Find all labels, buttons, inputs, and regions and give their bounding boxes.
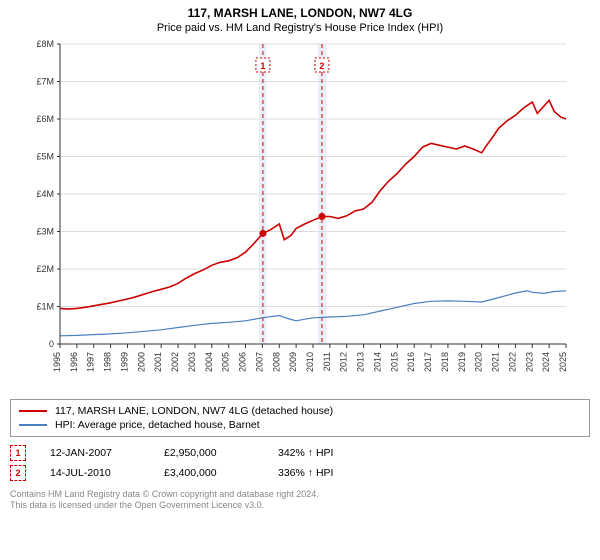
legend-swatch <box>19 424 47 426</box>
svg-text:2016: 2016 <box>406 352 416 372</box>
subtitle: Price paid vs. HM Land Registry's House … <box>10 22 590 34</box>
svg-text:2004: 2004 <box>204 352 214 372</box>
svg-text:2018: 2018 <box>440 352 450 372</box>
svg-text:£4M: £4M <box>36 189 54 199</box>
svg-text:2010: 2010 <box>305 352 315 372</box>
svg-text:2019: 2019 <box>457 352 467 372</box>
svg-text:£3M: £3M <box>36 227 54 237</box>
legend: 117, MARSH LANE, LONDON, NW7 4LG (detach… <box>10 399 590 437</box>
svg-text:2020: 2020 <box>474 352 484 372</box>
footer-line: This data is licensed under the Open Gov… <box>10 500 590 511</box>
sale-delta: 342% ↑ HPI <box>278 447 388 459</box>
svg-text:2024: 2024 <box>541 352 551 372</box>
footer: Contains HM Land Registry data © Crown c… <box>10 489 590 512</box>
svg-text:£5M: £5M <box>36 152 54 162</box>
sale-date: 14-JUL-2010 <box>50 467 140 479</box>
svg-text:£6M: £6M <box>36 114 54 124</box>
sale-price: £3,400,000 <box>164 467 254 479</box>
svg-text:2008: 2008 <box>271 352 281 372</box>
svg-text:£7M: £7M <box>36 77 54 87</box>
svg-text:0: 0 <box>49 339 54 349</box>
sales-table: 1 12-JAN-2007 £2,950,000 342% ↑ HPI 2 14… <box>10 443 590 483</box>
svg-text:2006: 2006 <box>238 352 248 372</box>
svg-text:2025: 2025 <box>558 352 568 372</box>
legend-label: 117, MARSH LANE, LONDON, NW7 4LG (detach… <box>55 405 333 417</box>
svg-text:2009: 2009 <box>288 352 298 372</box>
svg-text:1999: 1999 <box>119 352 129 372</box>
svg-text:1998: 1998 <box>103 352 113 372</box>
sales-row: 1 12-JAN-2007 £2,950,000 342% ↑ HPI <box>10 443 590 463</box>
footer-line: Contains HM Land Registry data © Crown c… <box>10 489 590 500</box>
legend-label: HPI: Average price, detached house, Barn… <box>55 419 260 431</box>
svg-text:2000: 2000 <box>136 352 146 372</box>
svg-text:2002: 2002 <box>170 352 180 372</box>
legend-row: 117, MARSH LANE, LONDON, NW7 4LG (detach… <box>19 404 581 418</box>
svg-text:2013: 2013 <box>356 352 366 372</box>
svg-text:2001: 2001 <box>153 352 163 372</box>
legend-row: HPI: Average price, detached house, Barn… <box>19 418 581 432</box>
chart: 0 £1M £2M £3M £4M £5M £6M £7M £8M 1995 1996 1997 199… <box>10 38 590 393</box>
svg-text:1997: 1997 <box>86 352 96 372</box>
svg-text:2012: 2012 <box>339 352 349 372</box>
svg-text:2014: 2014 <box>372 352 382 372</box>
svg-text:2022: 2022 <box>507 352 517 372</box>
titles: 117, MARSH LANE, LONDON, NW7 4LG Price p… <box>10 6 590 34</box>
svg-text:2005: 2005 <box>221 352 231 372</box>
sale-date: 12-JAN-2007 <box>50 447 140 459</box>
svg-text:1996: 1996 <box>69 352 79 372</box>
sale-price: £2,950,000 <box>164 447 254 459</box>
sale-badge: 2 <box>10 465 26 481</box>
sale-delta: 336% ↑ HPI <box>278 467 388 479</box>
svg-text:2017: 2017 <box>423 352 433 372</box>
chart-container: 117, MARSH LANE, LONDON, NW7 4LG Price p… <box>0 0 600 560</box>
svg-text:2003: 2003 <box>187 352 197 372</box>
svg-text:2007: 2007 <box>254 352 264 372</box>
svg-text:2015: 2015 <box>389 352 399 372</box>
svg-text:1: 1 <box>260 61 265 71</box>
svg-text:2021: 2021 <box>491 352 501 372</box>
svg-text:2023: 2023 <box>524 352 534 372</box>
legend-swatch <box>19 410 47 412</box>
svg-text:£1M: £1M <box>36 302 54 312</box>
svg-text:2011: 2011 <box>322 352 332 371</box>
chart-svg: 0 £1M £2M £3M £4M £5M £6M £7M £8M 1995 1996 1997 199… <box>10 38 570 388</box>
svg-text:£2M: £2M <box>36 264 54 274</box>
main-title: 117, MARSH LANE, LONDON, NW7 4LG <box>10 6 590 20</box>
sales-row: 2 14-JUL-2010 £3,400,000 336% ↑ HPI <box>10 463 590 483</box>
sale-badge: 1 <box>10 445 26 461</box>
svg-text:1995: 1995 <box>52 352 62 372</box>
svg-text:£8M: £8M <box>36 39 54 49</box>
svg-text:2: 2 <box>319 61 324 71</box>
